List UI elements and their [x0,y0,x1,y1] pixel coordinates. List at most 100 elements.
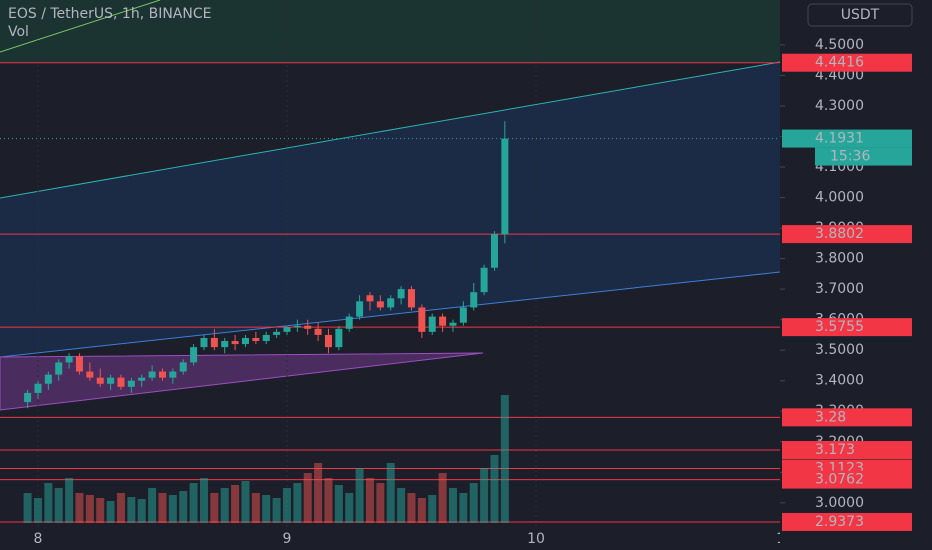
level-box [782,512,912,531]
x-tick-label: 8 [34,531,43,547]
candle-body [480,267,488,293]
candle-body [96,377,104,384]
y-tick-label: 3.7000 [815,281,864,297]
y-tick-label: 4.0000 [815,190,864,206]
level-label: 2.9373 [815,514,864,530]
level-box [782,318,912,337]
candle-body [449,322,457,326]
candle-body [376,301,384,308]
volume-bar [272,498,281,523]
level-box [782,225,912,244]
volume-bar [365,478,374,523]
candle-body [262,334,270,342]
volume-bar [293,483,302,523]
volume-bar [75,493,84,523]
zone-top [0,0,780,62]
candle-body [200,337,208,348]
level-box [782,53,912,72]
candle-body [283,327,291,332]
level-label: 3.8802 [815,226,864,242]
chart-title: EOS / TetherUS, 1h, BINANCE [8,6,211,22]
x-tick-label: 9 [283,531,292,547]
candle-body [407,289,415,308]
candle-body [148,371,156,378]
countdown: 15:36 [830,149,870,165]
candle-body [418,307,426,332]
volume-bar [158,493,167,523]
volume-bar [417,498,426,523]
level-label: 3.0762 [815,472,864,488]
candle-body [158,371,166,378]
plot: 891011 [0,0,794,547]
y-tick-label: 3.5000 [815,342,864,358]
volume-bar [428,495,437,523]
volume-bar [386,463,395,523]
volume-bar [459,493,468,523]
volume-bar [44,483,53,523]
candle-body [231,341,239,345]
volume-bar [65,478,74,523]
candle-body [397,289,405,299]
candle-body [117,377,125,387]
candle-body [387,298,395,308]
volume-bar [127,497,136,523]
candle-body [24,392,32,403]
volume-bar [179,491,188,523]
volume-bar [282,488,291,523]
candle-body [304,325,312,329]
candle-body [241,337,249,345]
level-label: 4.4416 [815,55,864,71]
volume-bar [210,493,219,523]
channel [0,62,780,357]
candle-body [210,337,218,348]
volume-bar [85,495,94,523]
volume-bar [345,493,354,523]
volume-bar [314,463,323,523]
candle-body [75,356,83,372]
volume-bar [355,468,364,523]
candle-body [252,337,260,342]
volume-bar [324,478,333,523]
level-label: 3.173 [815,442,855,458]
level-box [782,408,912,427]
candle-body [428,316,436,332]
y-tick-label: 4.5000 [815,37,864,53]
volume-bar [448,488,457,523]
channel-top [0,61,781,199]
level-box [782,470,912,489]
currency-button[interactable] [807,3,913,27]
level-label: 3.28 [815,409,846,425]
currency[interactable]: USDT [841,7,880,23]
candle-body [34,383,42,393]
candle-body [169,371,177,378]
volume-label: Vol [8,24,29,40]
volume-bar [500,395,509,523]
volume-bar [96,498,105,523]
candle-body [221,341,229,348]
candle-body [190,347,198,363]
candle-body [44,374,52,384]
wedge [0,352,484,411]
volume-bar [334,485,343,523]
candle-body [179,362,187,372]
volume-bar [189,483,198,523]
volume-bar [241,481,250,523]
last-price-box [782,129,912,148]
candle-body [439,316,447,326]
volume-bar [231,485,240,523]
channel-bottom [0,271,781,358]
last-price-label: 4.1931 [815,131,864,147]
candle-body [127,380,135,387]
volume-bar [54,488,63,523]
candle-body [356,301,364,317]
candle-body [293,325,301,328]
candle-body [107,377,115,384]
volume-bar [251,493,260,523]
volume-bar [303,473,312,523]
volume-bar [397,488,406,523]
volume-bar [116,493,125,523]
candle-body [501,138,509,235]
candle-body [324,334,332,348]
volume-bar [33,498,42,523]
candle-body [86,371,94,378]
